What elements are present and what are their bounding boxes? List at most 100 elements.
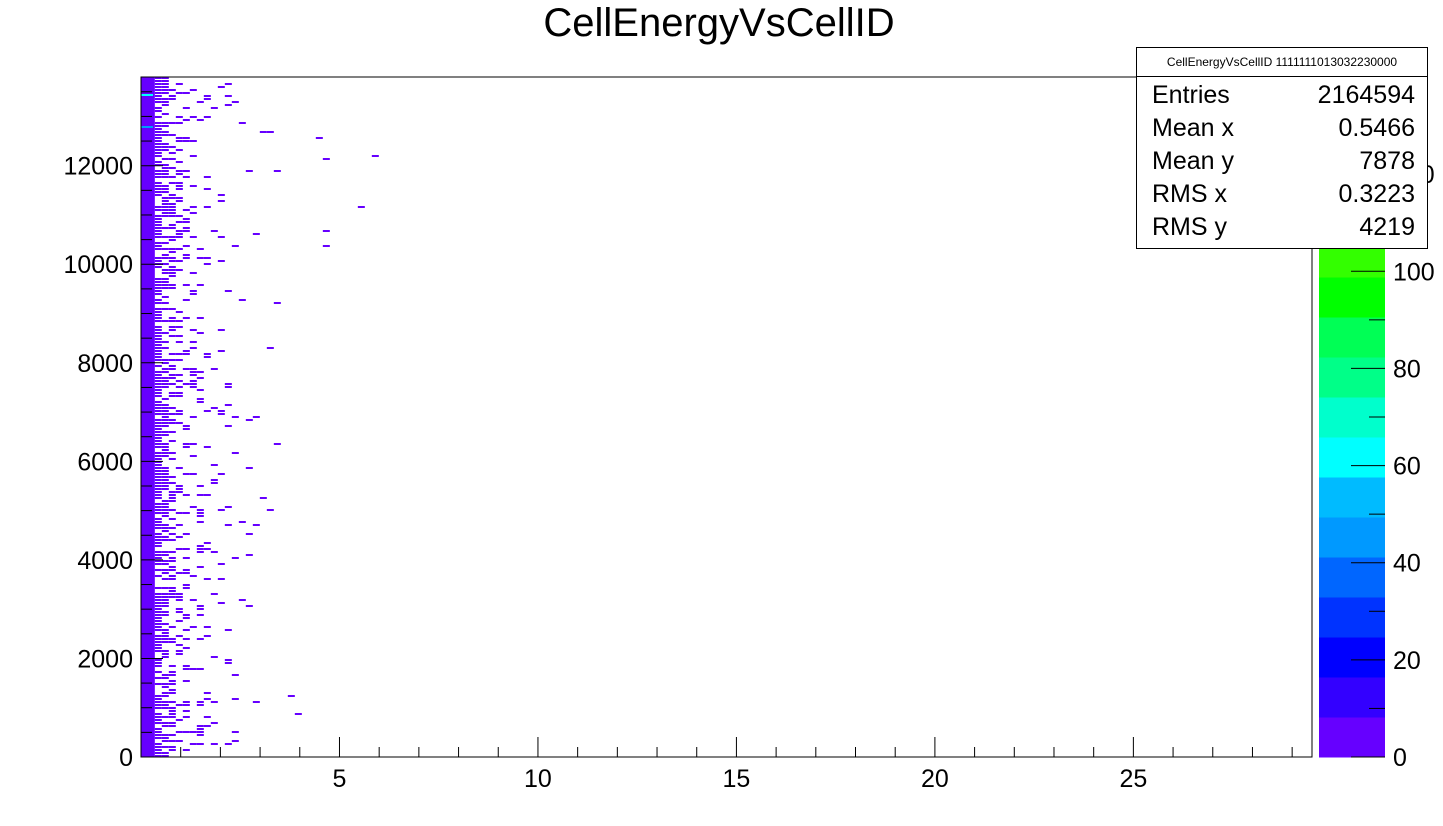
- heatmap-cell: [161, 197, 169, 199]
- heatmap-cell: [175, 650, 183, 652]
- heatmap-cell: [161, 125, 169, 127]
- heatmap-cell: [161, 302, 169, 304]
- y-tick-label: 0: [119, 744, 133, 772]
- heatmap-cell: [168, 638, 176, 640]
- heatmap-cell: [224, 659, 232, 661]
- heatmap-cell: [154, 611, 162, 613]
- heatmap-cell: [203, 542, 211, 544]
- heatmap-cell: [196, 101, 204, 103]
- heatmap-cell: [154, 377, 162, 379]
- heatmap-cell: [210, 551, 218, 553]
- heatmap-cell: [196, 701, 204, 703]
- heatmap-cell: [154, 287, 162, 289]
- heatmap-cell: [168, 458, 176, 460]
- heatmap-cell: [168, 236, 176, 238]
- heatmap-cell: [168, 374, 176, 376]
- stats-row-rms-x: RMS x 0.3223: [1137, 176, 1427, 209]
- heatmap-cell: [161, 101, 169, 103]
- heatmap-cell: [154, 440, 162, 442]
- heatmap-cell: [182, 701, 190, 703]
- heatmap-cell: [168, 566, 176, 568]
- heatmap-cell: [154, 533, 162, 535]
- heatmap-cell: [141, 94, 153, 96]
- stats-row-mean-y: Mean y 7878: [1137, 143, 1427, 176]
- heatmap-cell: [154, 614, 162, 616]
- heatmap-cell: [168, 551, 176, 553]
- heatmap-cell: [245, 605, 253, 607]
- heatmap-cell: [217, 563, 225, 565]
- heatmap-cell: [168, 482, 176, 484]
- heatmap-cell: [154, 713, 162, 715]
- heatmap-cell: [161, 704, 169, 706]
- heatmap-cell: [168, 701, 176, 703]
- heatmap-cell: [161, 242, 169, 244]
- heatmap-cell: [161, 677, 169, 679]
- heatmap-cell: [168, 122, 176, 124]
- heatmap-cell: [161, 254, 169, 256]
- x-axis: 5 10 15 20 25: [180, 737, 1293, 793]
- heatmap-cell: [168, 359, 176, 361]
- heatmap-cell: [161, 611, 169, 613]
- heatmap-cell: [154, 752, 162, 754]
- heatmap-cell: [175, 548, 183, 550]
- heatmap-cell: [154, 539, 162, 541]
- heatmap-cell: [154, 518, 162, 520]
- heatmap-cell: [168, 689, 176, 691]
- heatmap-cell: [322, 158, 330, 160]
- heatmap-cell: [182, 170, 190, 172]
- heatmap-cell: [168, 215, 176, 217]
- heatmap-cell: [196, 509, 204, 511]
- heatmap-cell: [189, 329, 197, 331]
- heatmap-cell: [182, 494, 190, 496]
- heatmap-cell: [168, 335, 176, 337]
- heatmap-cell: [161, 587, 169, 589]
- heatmap-cell: [154, 707, 162, 709]
- heatmap-cell: [154, 86, 162, 88]
- heatmap-cell: [168, 212, 176, 214]
- stats-row-rms-y: RMS y 4219: [1137, 209, 1427, 242]
- heatmap-cell: [175, 413, 183, 415]
- heatmap-cell: [154, 77, 162, 79]
- stats-label: RMS y: [1152, 213, 1227, 241]
- heatmap-cell: [161, 530, 169, 532]
- heatmap-cell: [154, 320, 162, 322]
- heatmap-cell: [168, 674, 176, 676]
- heatmap-cell: [189, 455, 197, 457]
- heatmap-cell: [154, 413, 162, 415]
- heatmap-cell: [168, 308, 176, 310]
- heatmap-cell: [182, 680, 190, 682]
- heatmap-cell: [182, 731, 190, 733]
- heatmap-cell: [141, 77, 155, 757]
- heatmap-cell: [154, 431, 162, 433]
- heatmap-cell: [182, 299, 190, 301]
- heatmap-cell: [168, 518, 176, 520]
- stats-value: 0.3223: [1338, 180, 1415, 208]
- heatmap-cell: [154, 470, 162, 472]
- heatmap-cell: [231, 674, 239, 676]
- heatmap-cell: [154, 365, 162, 367]
- heatmap-cell: [189, 236, 197, 238]
- heatmap-cell: [154, 677, 162, 679]
- heatmap-cell: [154, 143, 162, 145]
- heatmap-cell: [161, 332, 169, 334]
- heatmap-cell: [161, 122, 169, 124]
- heatmap-cell: [210, 656, 218, 658]
- heatmap-cell: [196, 704, 204, 706]
- heatmap-cell: [161, 185, 169, 187]
- stats-value: 4219: [1359, 213, 1415, 241]
- heatmap-cell: [168, 509, 176, 511]
- y-tick-label: 8000: [77, 350, 133, 378]
- heatmap-cell: [154, 545, 162, 547]
- heatmap-cell: [217, 260, 225, 262]
- heatmap-cell: [168, 158, 176, 160]
- heatmap-cell: [175, 653, 183, 655]
- heatmap-cell: [161, 431, 169, 433]
- heatmap-cell: [189, 341, 197, 343]
- heatmap-cell: [217, 413, 225, 415]
- heatmap-cell: [161, 287, 169, 289]
- heatmap-cell: [182, 317, 190, 319]
- heatmap-cell: [182, 257, 190, 259]
- heatmap-cell: [168, 725, 176, 727]
- heatmap-cell: [154, 131, 162, 133]
- heatmap-cell: [154, 461, 162, 463]
